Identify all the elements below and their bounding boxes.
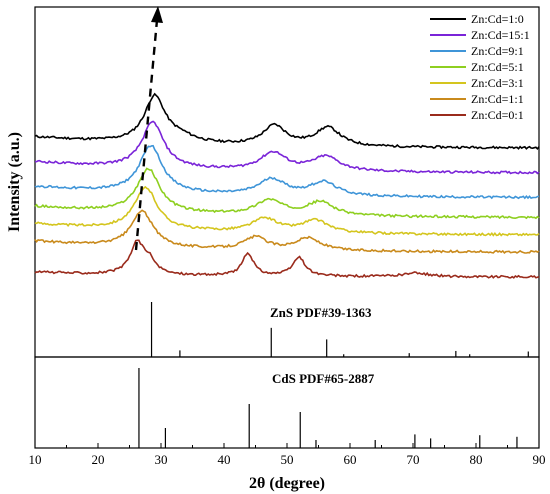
reference-lines-group <box>138 302 529 448</box>
x-tick-label: 10 <box>29 452 42 467</box>
x-tick-label: 70 <box>407 452 420 467</box>
series-group <box>34 92 540 279</box>
legend-label: Zn:Cd=1:0 <box>471 12 524 26</box>
x-tick-label: 80 <box>470 452 483 467</box>
series-line <box>34 185 540 237</box>
zns-reference-label: ZnS PDF#39-1363 <box>270 305 372 320</box>
x-tick-label: 40 <box>218 452 231 467</box>
x-tick-label: 20 <box>92 452 105 467</box>
shift-arrow-dash <box>134 19 159 251</box>
x-axis-ticks: 10 20 30 40 50 60 70 80 90 <box>29 443 546 467</box>
legend-label: Zn:Cd=5:1 <box>471 60 524 74</box>
x-tick-label: 90 <box>533 452 546 467</box>
x-axis-label: 2θ (degree) <box>249 475 325 492</box>
series-line <box>34 209 540 255</box>
x-tick-label: 60 <box>344 452 357 467</box>
legend: Zn:Cd=1:0 Zn:Cd=15:1 Zn:Cd=9:1 Zn:Cd=5:1 Zn:… <box>430 12 530 122</box>
series-line <box>34 144 540 200</box>
legend-label: Zn:Cd=0:1 <box>471 108 524 122</box>
cds-reference-label: CdS PDF#65-2887 <box>272 371 375 386</box>
y-axis-label: Intensity (a.u.) <box>6 132 23 232</box>
legend-label: Zn:Cd=9:1 <box>471 44 524 58</box>
legend-label: Zn:Cd=15:1 <box>471 28 530 42</box>
x-tick-label: 30 <box>155 452 168 467</box>
series-line <box>34 167 540 220</box>
legend-label: Zn:Cd=3:1 <box>471 76 524 90</box>
legend-label: Zn:Cd=1:1 <box>471 92 524 106</box>
shift-arrow-head <box>151 6 163 23</box>
series-line <box>34 92 540 151</box>
x-tick-label: 50 <box>281 452 294 467</box>
series-line <box>34 239 540 279</box>
series-line <box>34 120 540 175</box>
